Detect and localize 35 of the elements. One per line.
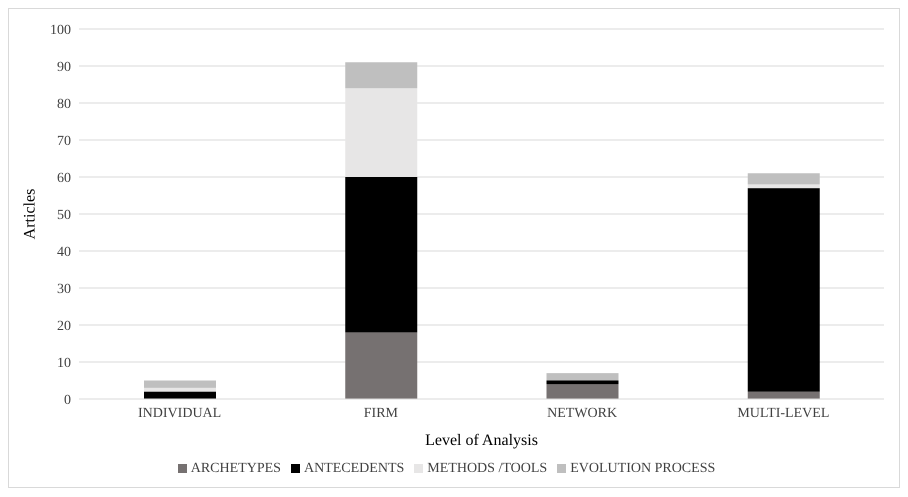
y-tick-label: 80	[57, 96, 71, 112]
x-tick-label: INDIVIDUAL	[138, 406, 222, 421]
y-tick-label: 90	[57, 60, 71, 75]
bar	[748, 188, 820, 392]
bar	[748, 392, 820, 399]
bar	[345, 332, 418, 399]
y-axis-title: Articles	[22, 188, 39, 240]
bar	[748, 173, 820, 184]
x-tick-label: NETWORK	[547, 406, 618, 421]
bar	[345, 62, 418, 88]
bar	[345, 177, 418, 332]
bar	[345, 88, 418, 177]
bar	[144, 392, 216, 399]
y-tick-label: 10	[57, 356, 71, 371]
y-tick-label: 50	[57, 208, 71, 223]
bar	[144, 380, 216, 388]
legend-label: EVOLUTION PROCESS	[570, 461, 716, 476]
y-tick-label: 100	[50, 22, 71, 38]
x-axis-title: Level of Analysis	[425, 432, 538, 449]
bar	[144, 388, 216, 392]
x-tick-label: MULTI-LEVEL	[737, 406, 830, 421]
bar	[546, 380, 618, 384]
bar	[546, 373, 618, 380]
legend-label: ARCHETYPES	[190, 461, 281, 476]
y-tick-label: 40	[57, 244, 71, 260]
y-tick-label: 60	[57, 170, 71, 186]
y-tick-label: 20	[57, 318, 71, 334]
y-tick-label: 0	[64, 392, 71, 408]
y-tick-label: 70	[57, 134, 71, 149]
bar	[546, 384, 618, 399]
bar	[748, 184, 820, 188]
y-tick-label: 30	[57, 282, 71, 297]
legend-label: ANTECEDENTS	[304, 461, 404, 476]
legend-label: METHODS /TOOLS	[427, 461, 548, 476]
x-tick-label: FIRM	[364, 406, 399, 421]
